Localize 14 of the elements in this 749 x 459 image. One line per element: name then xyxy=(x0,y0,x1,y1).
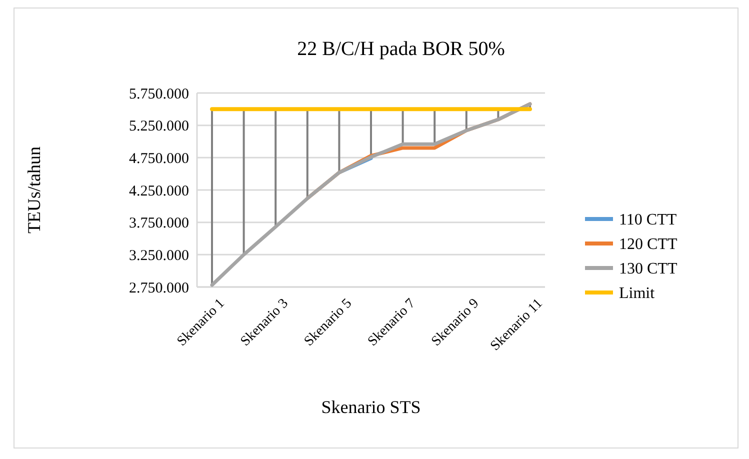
y-tick-label: 5.750.000 xyxy=(129,86,189,102)
x-axis-title: Skenario STS xyxy=(321,397,421,417)
y-tick-label: 2.750.000 xyxy=(129,280,189,296)
y-tick-label: 3.250.000 xyxy=(129,248,189,264)
legend-label: Limit xyxy=(619,285,656,302)
y-tick-label: 4.750.000 xyxy=(129,150,189,167)
legend-label: 130 CTT xyxy=(619,260,678,278)
legend-label: 120 CTT xyxy=(619,236,678,254)
legend-label: 110 CTT xyxy=(619,212,677,229)
y-tick-label: 5.250.000 xyxy=(129,118,189,135)
y-tick-label: 3.750.000 xyxy=(129,216,189,232)
chart-title: 22 B/C/H pada BOR 50% xyxy=(297,38,505,60)
y-axis-title: TEUs/tahun xyxy=(24,146,44,234)
y-tick-label: 4.250.000 xyxy=(129,183,189,200)
